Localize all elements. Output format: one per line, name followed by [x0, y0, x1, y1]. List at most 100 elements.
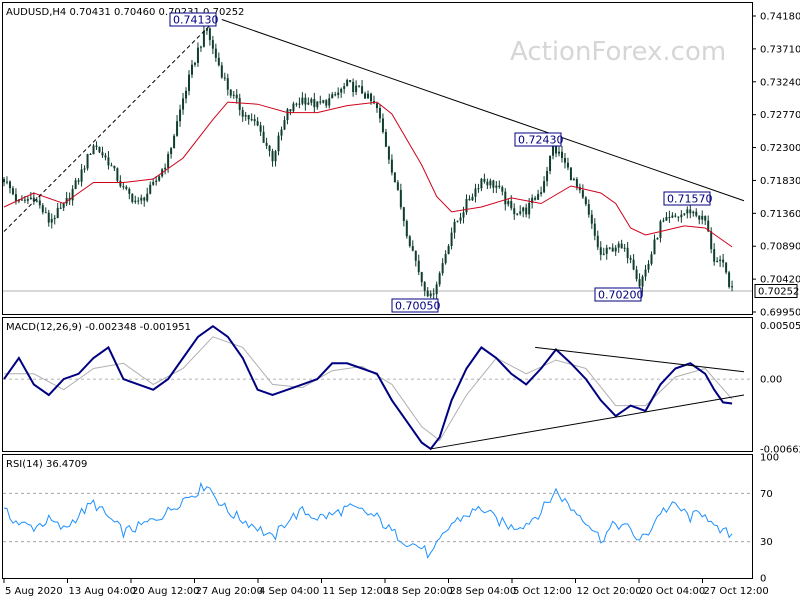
candle-body: [441, 263, 444, 274]
candle-body: [566, 162, 569, 168]
candle-body: [704, 215, 707, 221]
candle-body: [205, 28, 208, 31]
dashed-trendline: [3, 19, 217, 232]
candle-body: [370, 93, 373, 102]
price-annotation-label: 0.72430: [518, 134, 564, 147]
candle-body: [223, 77, 226, 79]
candle-body: [590, 214, 593, 224]
candle-body: [495, 185, 498, 188]
candle-body: [113, 165, 116, 169]
candle-body: [569, 167, 572, 181]
candle-body: [286, 109, 289, 121]
candle-body: [355, 85, 358, 92]
candle-body: [59, 207, 62, 209]
candle-body: [501, 187, 504, 192]
candle-body: [480, 178, 483, 189]
candle-body: [89, 154, 92, 156]
candle-body: [182, 98, 185, 110]
candle-body: [128, 188, 131, 194]
candle-body: [262, 131, 265, 143]
candle-body: [101, 152, 104, 156]
x-tick-label: 18 Sep 20:00: [386, 586, 453, 597]
candle-body: [274, 151, 277, 162]
candle-body: [555, 145, 558, 154]
price-panel: [2, 2, 753, 315]
candle-body: [725, 262, 728, 273]
candle-body: [665, 216, 668, 221]
candle-body: [492, 180, 495, 188]
candle-body: [8, 181, 11, 189]
candle-body: [268, 145, 271, 151]
candle-body: [158, 176, 161, 181]
candle-body: [558, 151, 560, 154]
candle-body: [602, 253, 605, 255]
candle-body: [671, 215, 674, 218]
candle-body: [474, 188, 477, 197]
candle-body: [214, 48, 217, 58]
candle-body: [3, 179, 5, 183]
candle-body: [238, 98, 241, 110]
candle-body: [241, 109, 244, 117]
candle-body: [265, 142, 268, 146]
candle-body: [572, 179, 575, 181]
candle-body: [414, 250, 417, 261]
candle-body: [647, 263, 650, 270]
candle-body: [471, 196, 474, 201]
candle-body: [349, 80, 352, 82]
candle-body: [543, 181, 546, 193]
candle-body: [56, 207, 59, 219]
candle-body: [98, 146, 101, 153]
candle-body: [38, 200, 41, 206]
candle-body: [328, 98, 331, 106]
candle-body: [638, 279, 641, 287]
candle-body: [155, 180, 158, 183]
candle-body: [420, 272, 423, 283]
y-tick-label: 0.74180: [760, 12, 800, 23]
candle-body: [716, 261, 719, 263]
price-annotation-label: 0.74130: [173, 14, 219, 27]
rsi-header: RSI(14) 36.4709: [6, 459, 87, 470]
candle-body: [62, 203, 65, 208]
y-tick-label: 0.72300: [760, 143, 800, 154]
candle-body: [229, 89, 232, 96]
candle-body: [319, 101, 322, 103]
candle-body: [346, 80, 349, 87]
candle-body: [211, 40, 214, 49]
candle-body: [444, 254, 447, 264]
candle-body: [537, 193, 540, 200]
candle-body: [393, 172, 396, 183]
x-tick-label: 20 Aug 12:00: [132, 586, 199, 597]
candle-body: [331, 94, 334, 99]
rsi-y-tick-label: 0: [760, 574, 766, 585]
candle-body: [47, 212, 50, 223]
moving-average-line: [3, 101, 733, 248]
candle-body: [516, 213, 519, 215]
candle-body: [486, 181, 489, 186]
candle-body: [71, 188, 74, 201]
candle-body: [608, 247, 611, 249]
candle-body: [549, 155, 552, 171]
y-tick-label: 0.73710: [760, 44, 800, 55]
candle-body: [695, 211, 698, 216]
candle-body: [110, 165, 113, 167]
candle-body: [510, 201, 513, 209]
candle-body: [438, 273, 441, 285]
candle-body: [525, 207, 528, 215]
candle-body: [20, 199, 23, 201]
candle-body: [134, 200, 137, 203]
candle-body: [307, 102, 310, 105]
candle-body: [220, 65, 223, 78]
candle-body: [244, 115, 247, 117]
candle-body: [707, 220, 710, 232]
x-tick-label: 11 Sep 12:00: [323, 586, 390, 597]
x-tick-label: 12 Oct 20:00: [577, 586, 642, 597]
candle-body: [167, 154, 170, 168]
candle-body: [483, 178, 486, 182]
candle-body: [137, 200, 140, 202]
candle-body: [35, 200, 38, 202]
macd-layer: [3, 324, 752, 451]
candle-body: [259, 125, 262, 132]
candle-body: [629, 258, 632, 260]
candle-body: [689, 209, 692, 214]
candle-body: [584, 197, 587, 205]
